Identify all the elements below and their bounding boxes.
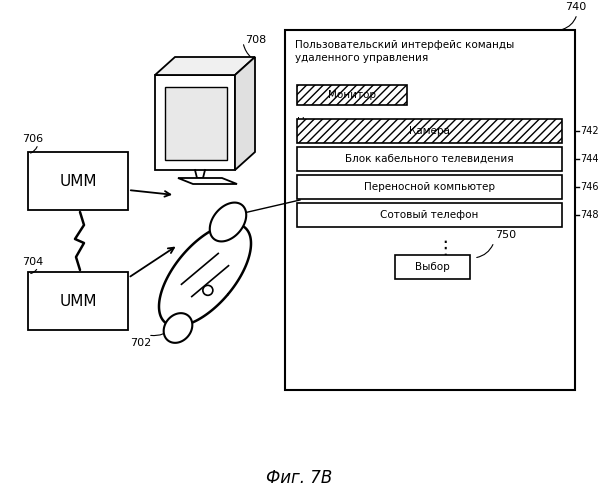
Circle shape — [203, 286, 213, 296]
Text: 748: 748 — [580, 210, 598, 220]
Text: 746: 746 — [580, 182, 598, 192]
Bar — [297, 203, 562, 227]
Text: ⋮: ⋮ — [435, 240, 455, 258]
Text: 744: 744 — [580, 154, 598, 164]
Text: 708: 708 — [245, 35, 266, 45]
Text: Монитор: Монитор — [328, 90, 376, 100]
Polygon shape — [210, 202, 246, 241]
Bar — [297, 119, 562, 143]
Bar — [28, 152, 128, 210]
Text: Сотовый телефон: Сотовый телефон — [380, 210, 479, 220]
Bar — [297, 175, 562, 199]
Polygon shape — [235, 57, 255, 170]
Text: 702: 702 — [130, 338, 152, 348]
Text: 706: 706 — [22, 134, 43, 144]
Text: Выбор: Выбор — [415, 262, 450, 272]
Text: UMM: UMM — [59, 174, 97, 188]
Text: 742: 742 — [580, 126, 598, 136]
Text: Переносной компьютер: Переносной компьютер — [364, 182, 495, 192]
Text: Настроиться на канал для:: Настроиться на канал для: — [297, 117, 446, 127]
Text: 750: 750 — [495, 230, 516, 240]
Bar — [297, 147, 562, 171]
Bar — [285, 30, 575, 390]
Polygon shape — [159, 224, 251, 326]
Polygon shape — [178, 178, 237, 184]
Text: Фиг. 7B: Фиг. 7B — [266, 469, 332, 487]
Bar — [28, 272, 128, 330]
Polygon shape — [164, 313, 192, 343]
Text: Камера: Камера — [409, 126, 450, 136]
Text: Пользовательский интерфейс команды
удаленного управления: Пользовательский интерфейс команды удале… — [295, 40, 515, 63]
Text: 740: 740 — [565, 2, 586, 12]
Text: Блок кабельного телевидения: Блок кабельного телевидения — [345, 154, 514, 164]
Polygon shape — [155, 75, 235, 170]
Bar — [297, 85, 407, 105]
Polygon shape — [165, 87, 227, 160]
Text: 704: 704 — [22, 257, 43, 267]
Bar — [395, 255, 470, 279]
Polygon shape — [155, 57, 255, 75]
Text: UMM: UMM — [59, 294, 97, 308]
